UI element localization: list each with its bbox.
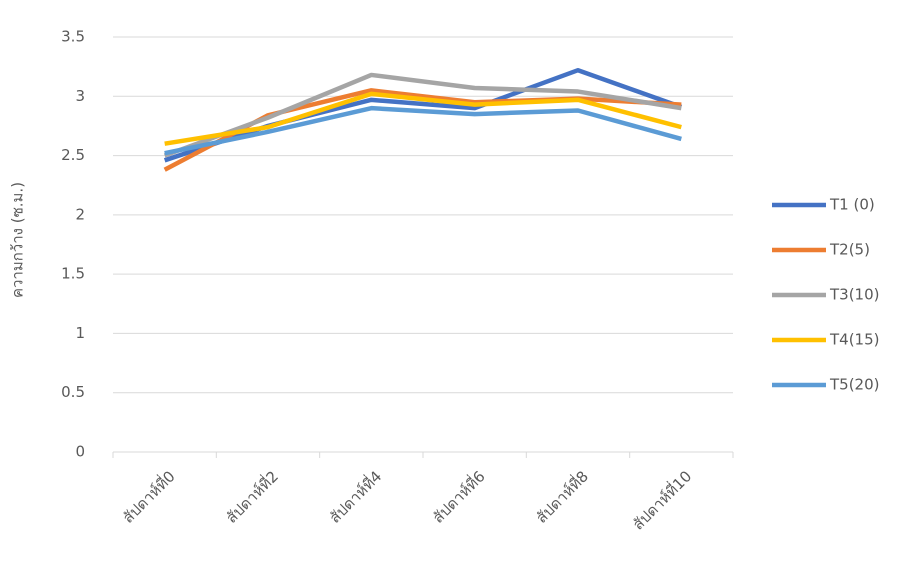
legend-label: T3(10) [829,286,880,304]
legend-label: T4(15) [829,331,880,349]
y-tick-label: 2.5 [61,146,85,164]
series-line [164,91,682,146]
legend-label: T2(5) [829,241,870,259]
series-line [163,72,682,158]
y-tick-label: 3 [75,87,85,105]
x-tick-label: สัปดาห์ที่6 [428,466,489,527]
legend-label: T5(20) [829,376,880,394]
x-tick-label: สัปดาห์ที่2 [221,466,282,527]
y-tick-label: 2 [75,205,85,223]
series-line [164,105,682,156]
y-tick-label: 3.5 [61,28,85,46]
x-tick-label: สัปดาห์ที่0 [118,466,179,527]
y-tick-label: 0.5 [61,383,85,401]
legend-label: T1 (0) [829,196,875,214]
y-tick-label: 0 [75,443,85,461]
x-tick-label: สัปดาห์ที่4 [324,466,385,527]
x-tick-label: สัปดาห์ที่10 [628,466,696,534]
y-axis-label: ความกว้าง (ซ.ม.) [9,182,27,298]
x-tick-label: สัปดาห์ที่8 [531,466,592,527]
y-tick-label: 1.5 [61,265,85,283]
y-tick-label: 1 [75,324,85,342]
